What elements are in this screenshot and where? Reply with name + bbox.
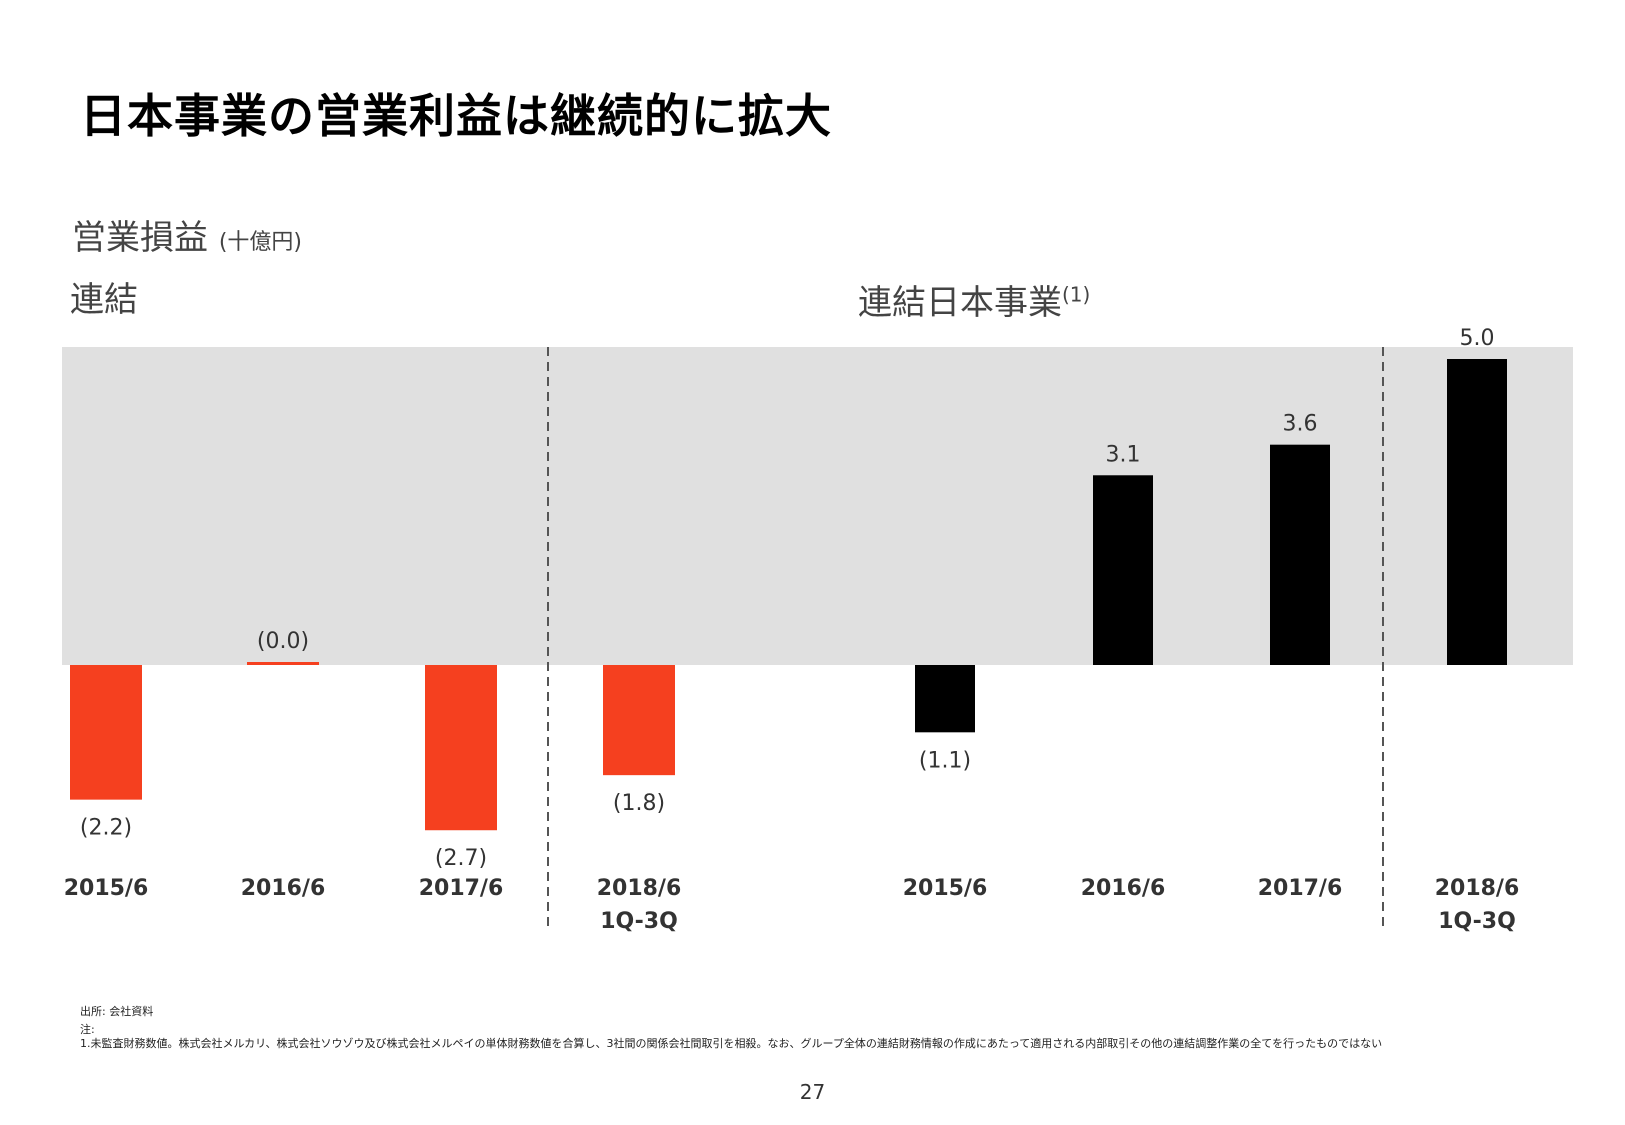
bar-consolidated-4 <box>603 665 675 776</box>
page-title: 日本事業の営業利益は継続的に拡大 <box>80 89 832 143</box>
category-label-japan-4: 2018/6 <box>1435 876 1520 901</box>
right-panel-title-text: 連結日本事業 <box>858 283 1062 323</box>
bar-consolidated-2 <box>247 662 319 665</box>
bar-japan-2 <box>1093 475 1153 665</box>
category-label-japan-3: 2017/6 <box>1258 876 1343 901</box>
category-label-consolidated-4-line2: 1Q-3Q <box>600 909 678 934</box>
left-panel-title: 連結 <box>70 280 138 320</box>
chart-subtitle: 営業損益 (十億円) <box>72 210 302 259</box>
subtitle-main: 営業損益 <box>72 218 208 258</box>
bar-japan-1 <box>915 665 975 733</box>
data-label-consolidated-3: (2.7) <box>435 846 487 871</box>
data-label-japan-2: 3.1 <box>1106 442 1141 467</box>
page-number: 27 <box>799 1080 826 1104</box>
category-label-japan-1: 2015/6 <box>903 876 988 901</box>
bar-japan-3 <box>1270 444 1330 665</box>
data-label-consolidated-2: (0.0) <box>257 629 309 654</box>
category-label-consolidated-4: 2018/6 <box>597 876 682 901</box>
category-label-consolidated-2: 2016/6 <box>241 876 326 901</box>
subtitle-unit: (十億円) <box>218 230 302 255</box>
data-label-japan-3: 3.6 <box>1283 412 1318 437</box>
right-panel-title: 連結日本事業(1) <box>858 275 1090 324</box>
data-label-japan-1: (1.1) <box>919 748 971 773</box>
data-label-consolidated-1: (2.2) <box>80 816 132 841</box>
bar-consolidated-1 <box>70 665 142 800</box>
bar-consolidated-3 <box>425 665 497 831</box>
right-panel-title-note: (1) <box>1062 282 1091 307</box>
data-label-japan-4: 5.0 <box>1460 326 1495 351</box>
footer-note-1: 1.未監査財務数値。株式会社メルカリ、株式会社ソウゾウ及び株式会社メルペイの単体… <box>80 1037 1383 1050</box>
category-label-consolidated-1: 2015/6 <box>64 876 149 901</box>
positive-area-band <box>62 347 1573 665</box>
footer-note-label: 注: <box>80 1023 95 1036</box>
category-label-japan-2: 2016/6 <box>1081 876 1166 901</box>
footer-source: 出所: 会社資料 <box>80 1005 154 1018</box>
bar-japan-4 <box>1447 359 1507 665</box>
category-label-consolidated-3: 2017/6 <box>419 876 504 901</box>
category-label-japan-4-line2: 1Q-3Q <box>1438 909 1516 934</box>
data-label-consolidated-4: (1.8) <box>613 791 665 816</box>
